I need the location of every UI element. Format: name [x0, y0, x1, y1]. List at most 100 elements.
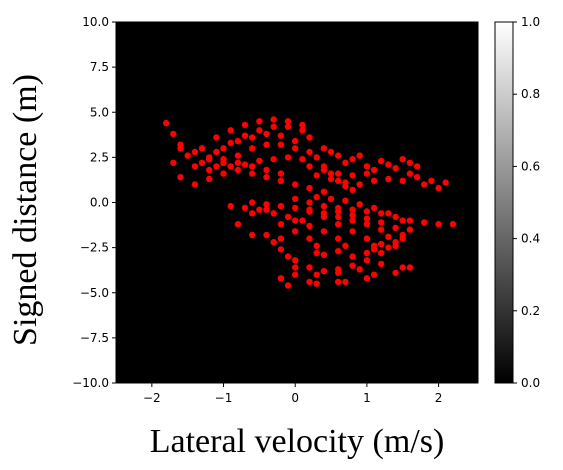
data-point: [292, 137, 299, 145]
data-point: [320, 166, 328, 174]
data-point: [356, 201, 363, 208]
data-point: [206, 175, 213, 183]
data-point: [370, 271, 378, 278]
data-point: [284, 253, 292, 260]
data-point: [335, 269, 342, 277]
colorbar-gradient: [494, 21, 514, 384]
colorbar-ticks: 1.0 0.8 0.6 0.4 0.2 0.0: [513, 15, 540, 390]
data-point: [349, 172, 356, 179]
data-point: [378, 240, 385, 248]
data-point: [313, 154, 320, 161]
data-point: [335, 208, 342, 215]
data-point: [342, 197, 349, 204]
data-point: [320, 267, 328, 275]
y-tick-label: −7.5: [80, 331, 109, 345]
data-point: [263, 201, 270, 208]
data-point: [299, 121, 306, 129]
data-point: [399, 217, 406, 224]
data-point: [206, 156, 213, 163]
data-point: [292, 181, 299, 188]
data-point: [306, 148, 313, 156]
colorbar-tick-label: 0.2: [521, 304, 540, 318]
x-tick-label: 1: [363, 391, 371, 405]
y-tick-label: 10.0: [82, 15, 109, 29]
data-point: [249, 170, 256, 177]
data-point: [399, 156, 406, 163]
data-point: [335, 170, 342, 177]
data-point: [378, 210, 385, 217]
data-point: [263, 174, 270, 181]
data-point: [249, 145, 256, 152]
data-point: [234, 221, 242, 228]
data-point: [392, 224, 399, 231]
data-point: [306, 208, 313, 215]
colorbar-tick-label: 0.0: [521, 376, 540, 390]
plot-background: [116, 22, 478, 383]
colorbar: 1.0 0.8 0.6 0.4 0.2 0.0: [494, 15, 540, 390]
data-point: [320, 188, 328, 195]
data-point: [320, 251, 328, 258]
x-tick-label: 2: [435, 391, 443, 405]
data-point: [335, 221, 342, 228]
x-axis: −2 −1 0 1 2: [143, 383, 442, 405]
data-point: [370, 177, 378, 184]
data-points: [163, 116, 457, 289]
data-point: [421, 181, 428, 188]
data-point: [356, 181, 363, 188]
data-point: [335, 235, 342, 242]
colorbar-tick-label: 0.8: [521, 87, 540, 101]
data-point: [220, 170, 227, 177]
data-point: [198, 145, 206, 152]
data-point: [385, 210, 392, 217]
y-tick-label: −10.0: [72, 376, 109, 390]
data-point: [349, 253, 356, 260]
data-point: [327, 175, 335, 183]
data-point: [349, 217, 356, 224]
data-point: [363, 275, 371, 282]
data-point: [191, 148, 199, 156]
data-point: [385, 233, 392, 240]
data-point: [399, 231, 406, 239]
data-point: [313, 249, 320, 257]
data-point: [277, 246, 285, 253]
data-point: [277, 177, 285, 184]
data-point: [320, 213, 328, 221]
data-point: [263, 166, 270, 174]
data-point: [349, 211, 356, 219]
data-point: [349, 186, 356, 194]
data-point: [191, 181, 199, 188]
data-point: [435, 221, 442, 228]
data-point: [256, 206, 263, 213]
y-tick-label: 0.0: [90, 196, 109, 210]
y-tick-label: 7.5: [90, 60, 109, 74]
data-point: [320, 202, 328, 210]
data-point: [378, 226, 385, 233]
data-point: [363, 163, 371, 170]
y-axis: 10.0 7.5 5.0 2.5 0.0 −2.5 −5.0 −7.5 −10.0: [72, 15, 116, 390]
data-point: [191, 163, 199, 170]
data-point: [356, 152, 363, 159]
data-point: [163, 119, 170, 127]
data-point: [349, 262, 356, 269]
data-point: [198, 159, 206, 166]
data-point: [392, 165, 399, 172]
data-point: [378, 219, 385, 226]
data-point: [284, 213, 292, 221]
data-point: [263, 231, 270, 239]
data-point: [270, 123, 277, 130]
colorbar-tick-label: 0.4: [521, 232, 540, 246]
data-point: [392, 213, 399, 221]
data-point: [392, 239, 399, 246]
data-point: [270, 156, 277, 163]
data-point: [306, 222, 313, 230]
data-point: [442, 179, 449, 186]
x-tick-label: −2: [143, 391, 161, 405]
data-point: [370, 204, 378, 212]
data-point: [320, 228, 328, 235]
data-point: [263, 206, 270, 213]
data-point: [327, 170, 335, 177]
data-point: [292, 271, 299, 278]
data-point: [349, 206, 356, 213]
data-point: [349, 156, 356, 163]
